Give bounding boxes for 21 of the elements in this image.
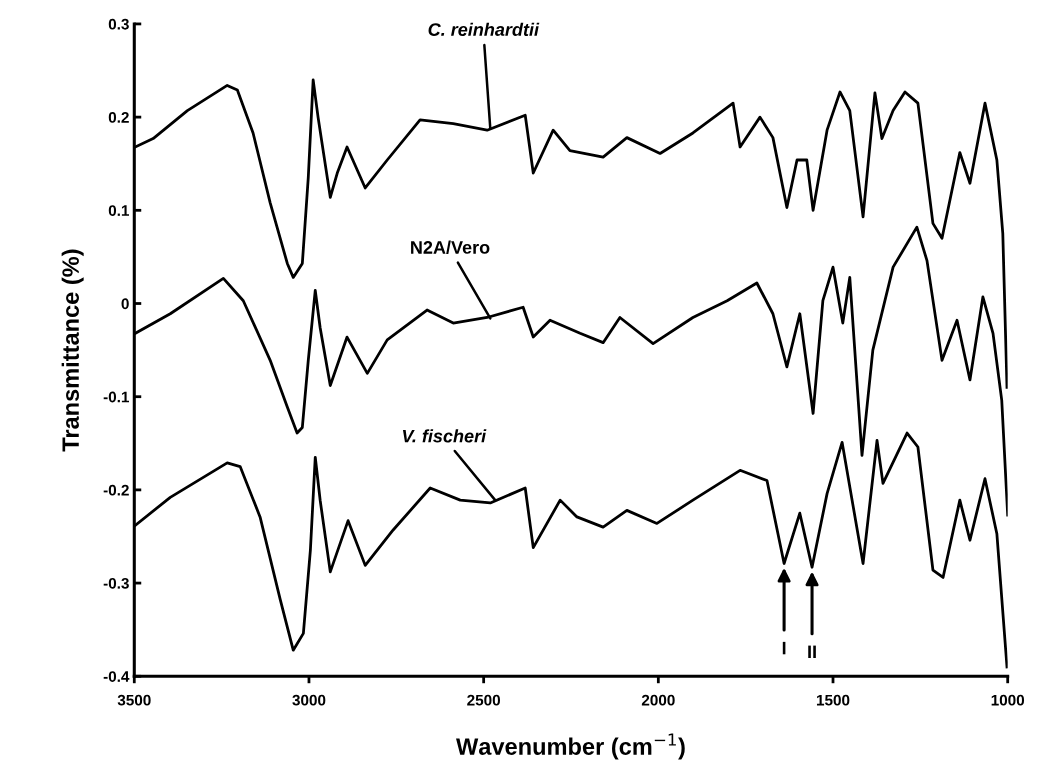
annotation: I bbox=[782, 641, 786, 655]
annotation: II bbox=[808, 645, 816, 659]
y-tick-label: 0.3 bbox=[108, 18, 129, 30]
y-tick-label: 0.1 bbox=[108, 205, 129, 216]
x-axis-title: Wavenumber (cm$^{−1}$) bbox=[456, 733, 685, 760]
y-axis-title: Transmittance (%) bbox=[61, 249, 84, 452]
x-tick-label: 1500 bbox=[816, 694, 850, 706]
annotation: V. fischeri bbox=[402, 429, 487, 443]
y-tick-label: 0.2 bbox=[108, 111, 129, 123]
x-tick-label: 2000 bbox=[641, 694, 675, 706]
annotation: N2A/Vero bbox=[411, 240, 490, 254]
y-tick-label: -0.4 bbox=[103, 671, 130, 682]
y-tick-label: -0.3 bbox=[103, 577, 129, 589]
x-tick-label: 1000 bbox=[991, 694, 1025, 706]
y-tick-label: -0.2 bbox=[103, 484, 129, 496]
x-tick-label: 3500 bbox=[117, 694, 151, 706]
x-tick-label: 2500 bbox=[467, 694, 501, 706]
y-tick-label: -0.1 bbox=[103, 391, 129, 403]
y-tick-label: 0 bbox=[121, 298, 129, 310]
x-tick-label: 3000 bbox=[292, 694, 326, 706]
annotation: C. reinhardtii bbox=[428, 22, 540, 36]
